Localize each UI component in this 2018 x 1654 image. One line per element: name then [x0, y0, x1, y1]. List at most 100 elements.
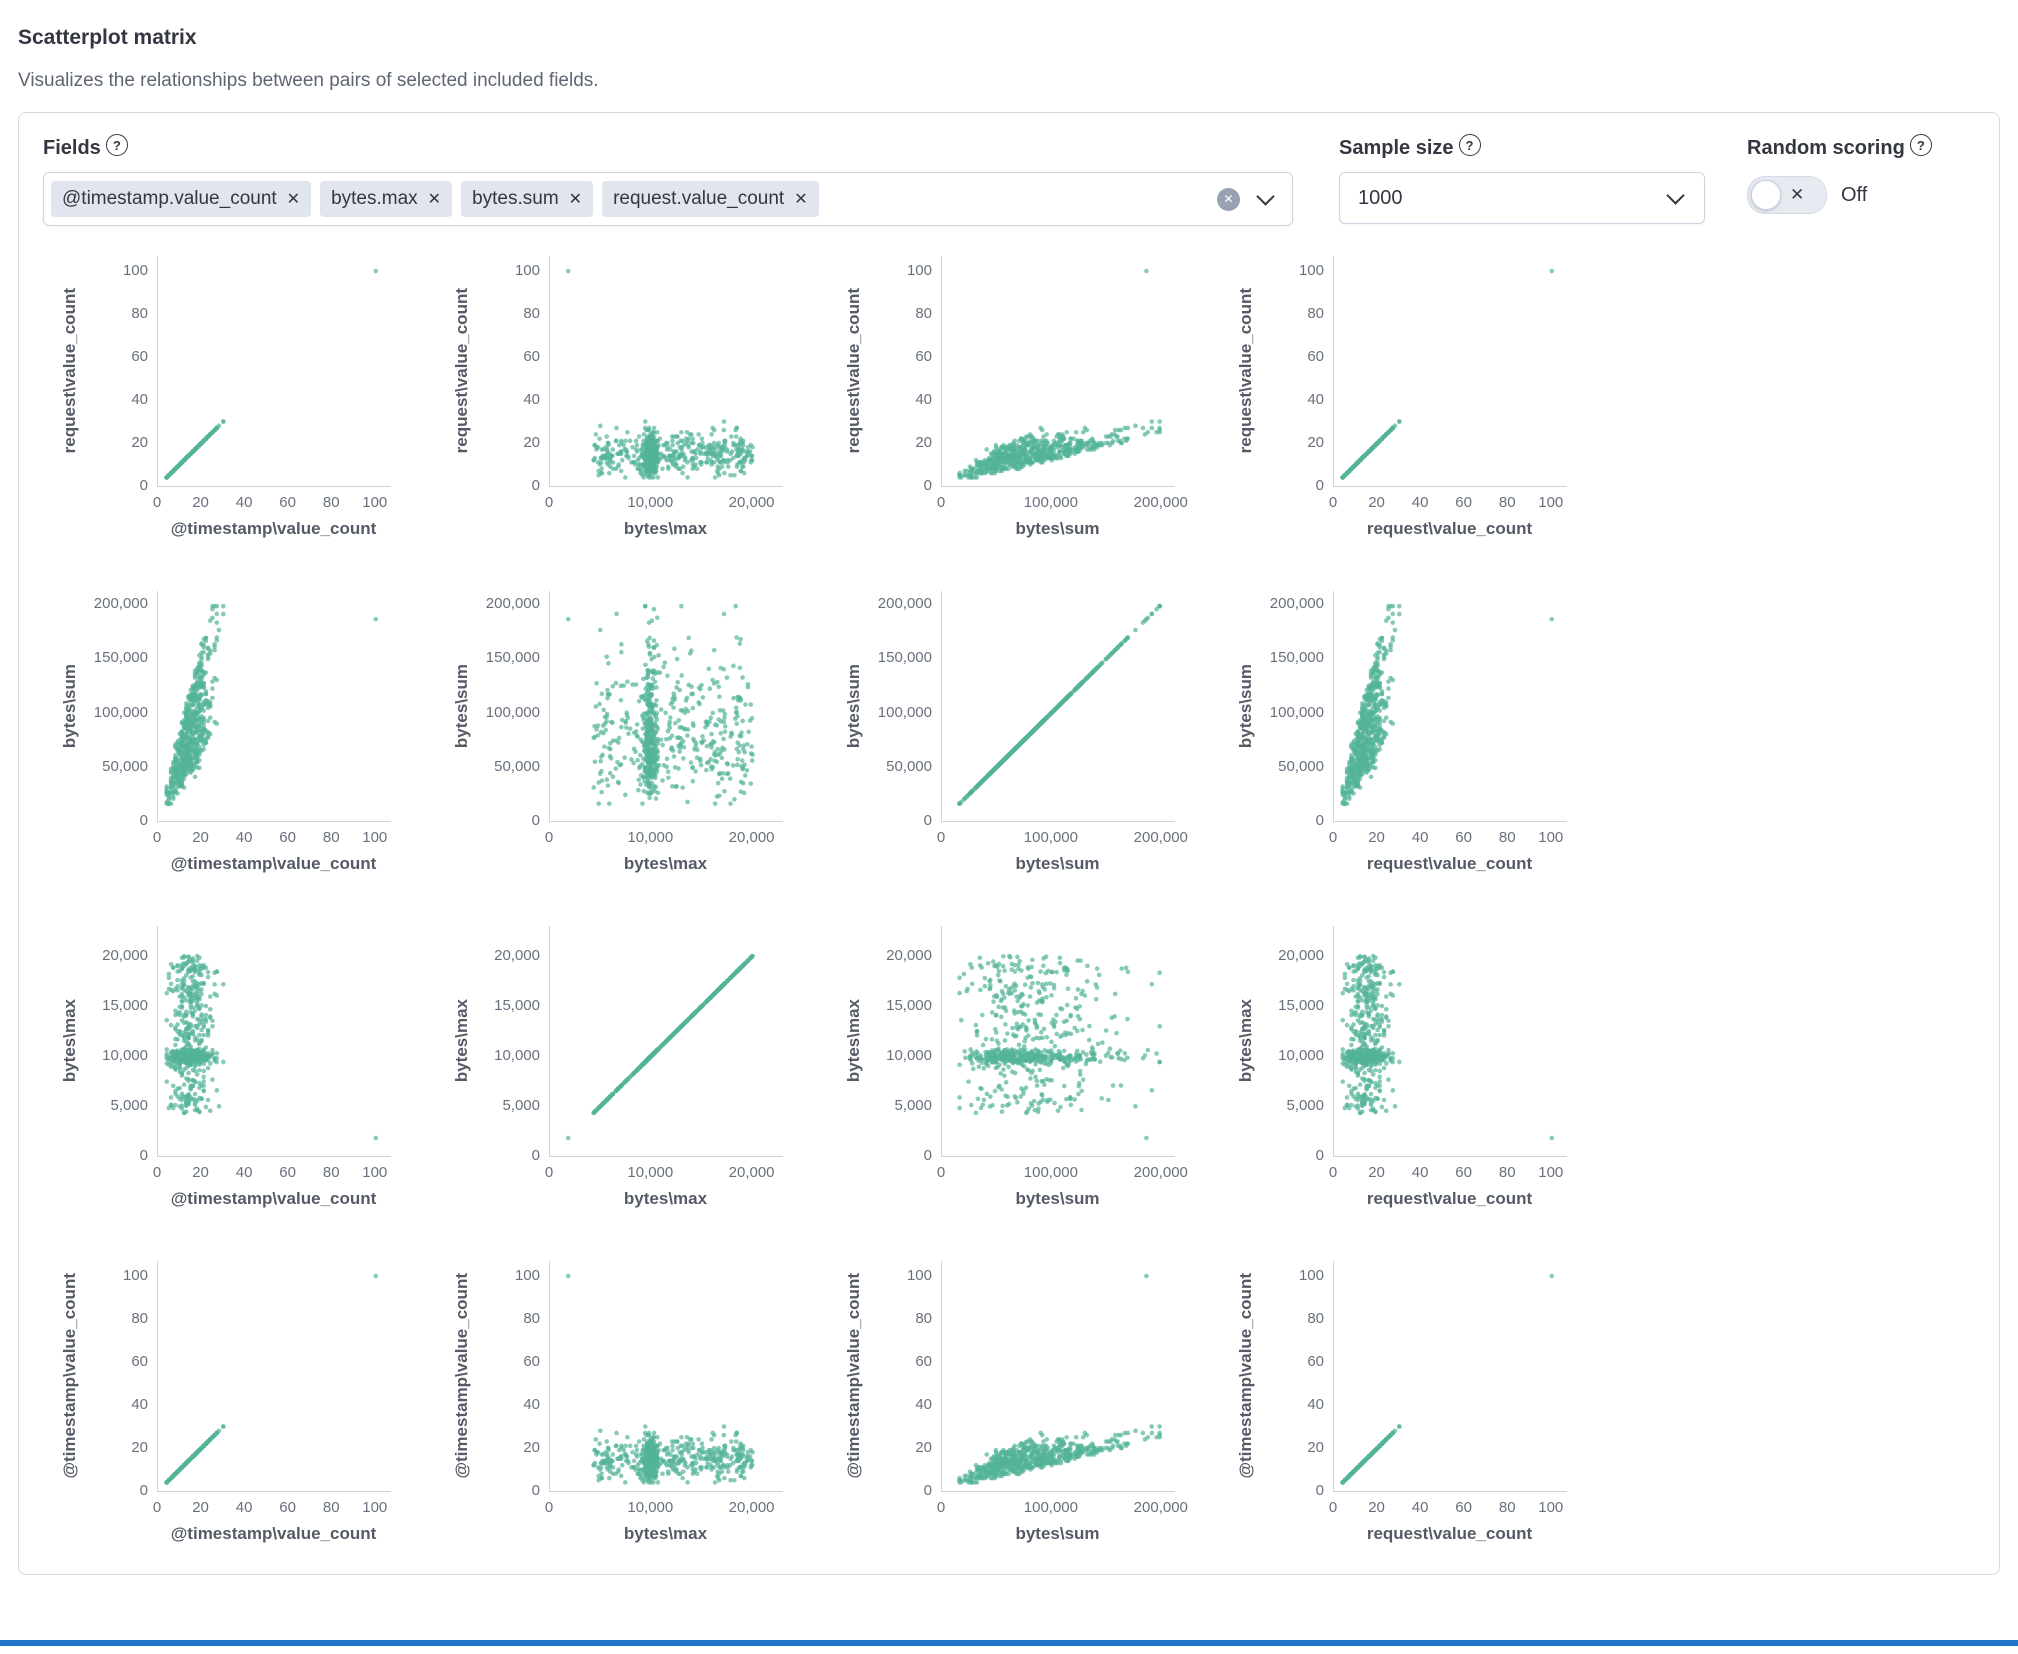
scatter-points-canvas: [942, 926, 1175, 1156]
fields-help-icon[interactable]: ?: [105, 134, 128, 156]
sample-size-value: 1000: [1358, 186, 1403, 209]
y-tick-label: 150,000: [877, 649, 932, 667]
scatter-points-canvas: [1334, 591, 1567, 821]
field-pill-label: bytes.max: [331, 188, 418, 209]
sample-size-label-row: Sample size ?: [1339, 134, 1705, 160]
x-tick-label: 20,000: [728, 1499, 775, 1516]
y-tick-label: 100,000: [485, 703, 540, 721]
x-axis-tick-labels: 0 20 40 60 80 100: [1329, 1499, 1566, 1521]
y-axis-title: bytes\max: [447, 926, 477, 1156]
scatter-points-canvas: [158, 256, 391, 486]
x-tick-label: 80: [1498, 1164, 1516, 1181]
y-tick-label: 50,000: [1278, 757, 1324, 775]
scatter-points-canvas: [942, 256, 1175, 486]
x-tick-label: 80: [1498, 829, 1516, 846]
sample-size-help-icon[interactable]: ?: [1458, 134, 1481, 156]
sample-size-caret-icon: [1666, 186, 1685, 205]
random-scoring-control: Random scoring ? ✕ Off: [1747, 134, 1932, 214]
plot-area: [1333, 591, 1567, 822]
x-axis-title: bytes\max: [623, 519, 708, 538]
field-pill-remove-icon[interactable]: ✕: [427, 191, 442, 208]
x-tick-label: 20,000: [728, 1164, 775, 1181]
y-tick-label: 0: [139, 1147, 148, 1164]
x-tick-label: 200,000: [1133, 494, 1188, 511]
y-axis-tick-labels: 0 50,000 100,000 150,000 200,000: [1261, 591, 1333, 829]
scatter-cell: @timestamp\value_count 0 20 40 60 80 100 0 20 40 6…: [1231, 1261, 1623, 1544]
y-tick-label: 80: [1307, 1310, 1324, 1328]
x-tick-label: 40: [235, 1164, 253, 1181]
scatter-points-canvas: [550, 256, 783, 486]
page: Scatterplot matrix Visualizes the relati…: [18, 26, 2000, 1575]
x-axis-title: request\value_count: [1366, 519, 1533, 538]
plot-area: [549, 256, 783, 487]
x-tick-label: 100,000: [1023, 494, 1079, 511]
sample-size-label: Sample size: [1339, 137, 1454, 159]
y-tick-label: 10,000: [886, 1047, 932, 1064]
y-axis-title-text: bytes\sum: [60, 663, 79, 749]
y-tick-label: 0: [531, 1147, 540, 1164]
x-axis-title: bytes\sum: [1015, 854, 1100, 873]
random-scoring-label: Random scoring: [1747, 137, 1905, 159]
plot-column: 0 20 40 60 80 100 request\value_count: [1329, 1261, 1567, 1544]
y-axis-tick-labels: 0 20 40 60 80 100: [477, 256, 549, 494]
plot-column: 0 20 40 60 80 100 request\value_count: [1329, 591, 1567, 874]
x-tick-label: 40: [1411, 1164, 1429, 1181]
plot-area: [941, 1261, 1175, 1492]
x-axis-tick-labels: 0 10,000 20,000: [545, 494, 782, 516]
field-pill-remove-icon[interactable]: ✕: [794, 191, 808, 208]
y-tick-label: 10,000: [1278, 1047, 1324, 1064]
y-tick-label: 5,000: [1286, 1097, 1324, 1114]
scatter-cell: bytes\max 0 5,000 10,000 15,000 20,000 0 10,000…: [447, 926, 839, 1209]
x-tick-label: 100: [1538, 494, 1564, 511]
combobox-clear-icon[interactable]: ✕: [1217, 187, 1240, 211]
x-tick-label: 60: [1455, 1164, 1472, 1181]
x-tick-label: 80: [1498, 494, 1516, 511]
y-axis-title: request\value_count: [839, 256, 869, 486]
y-tick-label: 60: [1307, 1353, 1324, 1371]
y-tick-label: 10,000: [102, 1047, 148, 1064]
plot-column: 0 20 40 60 80 100 @timestamp\value_count: [153, 591, 391, 874]
sample-size-select[interactable]: 1000: [1339, 172, 1705, 224]
y-axis-title-text: request\value_count: [60, 288, 79, 454]
y-axis-title-text: @timestamp\value_count: [452, 1273, 471, 1479]
y-tick-label: 150,000: [93, 649, 148, 667]
field-pill-remove-icon[interactable]: ✕: [568, 191, 583, 208]
combobox-caret-icon[interactable]: [1256, 187, 1275, 206]
y-tick-label: 60: [131, 348, 148, 366]
plot-area: [157, 1261, 391, 1492]
toggle-knob: [1751, 180, 1781, 210]
x-tick-label: 60: [279, 1164, 296, 1181]
plot-column: 0 10,000 20,000 bytes\max: [545, 1261, 783, 1544]
plot-column: 0 100,000 200,000 bytes\sum: [937, 926, 1188, 1209]
x-tick-label: 100,000: [1023, 829, 1079, 846]
plot-column: 0 100,000 200,000 bytes\sum: [937, 256, 1188, 539]
y-tick-label: 0: [923, 1147, 932, 1164]
x-axis-title: bytes\max: [623, 854, 708, 873]
fields-combobox[interactable]: @timestamp.value_count ✕ bytes.max ✕ bytes.s…: [43, 172, 1293, 226]
y-axis-title-text: bytes\max: [844, 999, 863, 1083]
scatter-cell: bytes\max 0 5,000 10,000 15,000 20,000 0 20 40 60…: [55, 926, 447, 1209]
y-tick-label: 20: [131, 434, 148, 451]
y-tick-label: 0: [1315, 1147, 1324, 1164]
y-tick-label: 0: [139, 1482, 148, 1499]
y-tick-label: 40: [523, 391, 540, 409]
y-tick-label: 100: [122, 262, 148, 280]
x-tick-label: 60: [1455, 829, 1472, 846]
y-tick-label: 50,000: [102, 757, 148, 775]
y-axis-tick-labels: 0 5,000 10,000 15,000 20,000: [85, 926, 157, 1164]
x-axis-tick-labels: 0 100,000 200,000: [937, 494, 1188, 516]
y-tick-label: 80: [915, 305, 932, 323]
fields-label-row: Fields ?: [43, 134, 1293, 160]
y-tick-label: 0: [1315, 1482, 1324, 1499]
random-scoring-help-icon[interactable]: ?: [1909, 134, 1932, 156]
x-tick-label: 20: [1368, 829, 1385, 846]
y-tick-label: 80: [915, 1310, 932, 1328]
y-tick-label: 0: [531, 477, 540, 494]
y-axis-title-text: request\value_count: [844, 288, 863, 454]
scatter-cell: request\value_count 0 20 40 60 80 100 0 100,000 2…: [839, 256, 1231, 539]
x-tick-label: 0: [152, 829, 162, 846]
x-tick-label: 20: [192, 1164, 209, 1181]
x-axis-title: bytes\sum: [1015, 1189, 1100, 1208]
random-scoring-toggle[interactable]: ✕: [1747, 176, 1827, 214]
field-pill-remove-icon[interactable]: ✕: [286, 191, 301, 208]
